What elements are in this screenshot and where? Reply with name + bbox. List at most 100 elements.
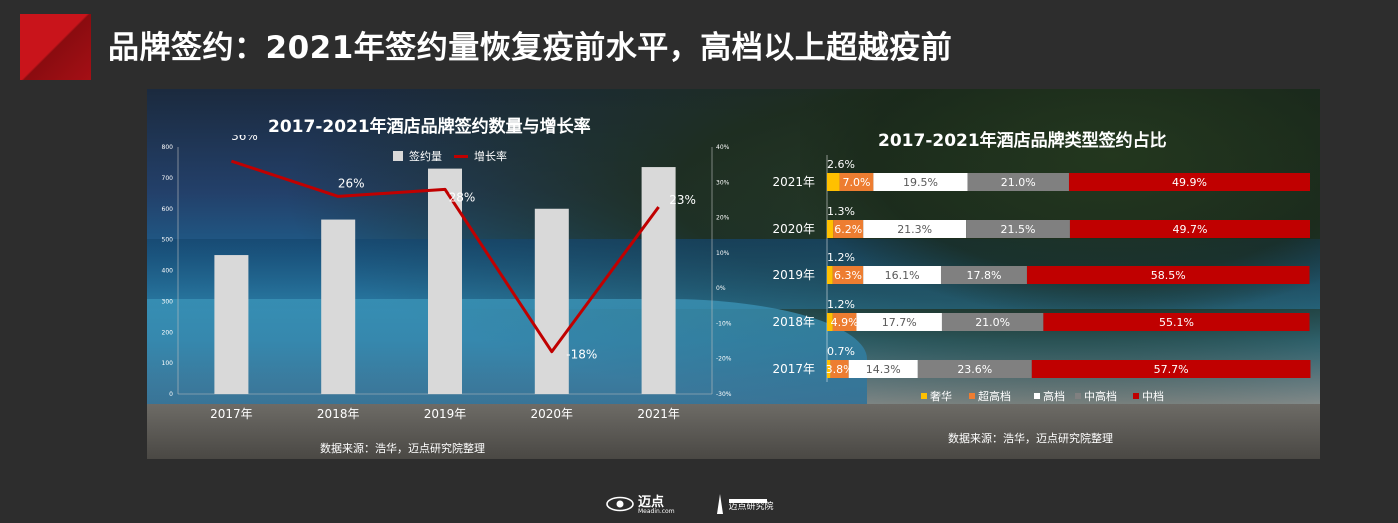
right-axis-tick-label: 30% [716,179,730,186]
chart2-title: 2017-2021年酒店品牌类型签约占比 [878,131,1167,151]
growth-data-label: 28% [449,190,476,204]
segment-data-label: 21.0% [975,316,1010,329]
stacked-segment-4 [966,220,1070,238]
photo-beach [147,404,1320,459]
luxury-data-label: 0.7% [827,345,855,358]
left-axis-tick-label: 0 [169,391,173,398]
legend-label-growth: 增长率 [474,150,507,163]
legend-label: 中高档 [1084,389,1117,403]
brand-name: 迈点 [638,495,665,510]
stacked-segment-1 [827,173,840,191]
segment-data-label: 17.7% [882,316,917,329]
stacked-segment-1 [827,360,831,378]
right-axis-tick-label: 40% [716,144,730,151]
legend-swatch-1 [921,393,927,399]
stacked-segment-5 [1043,313,1310,331]
left-axis-tick-label: 500 [162,237,174,244]
brand-url: Meadin.com [638,508,675,515]
page-title: 品牌签约：2021年签约量恢复疫前水平，高档以上超越疫前 [108,30,953,66]
segment-data-label: 21.3% [897,223,932,236]
category-label: 2019年 [772,268,815,282]
institute-bar-icon [728,498,767,503]
stacked-segment-2 [830,360,849,378]
category-label: 2017年 [772,362,815,376]
segment-data-label: 49.7% [1172,223,1207,236]
stacked-segment-4 [940,266,1027,284]
category-label: 2021年 [772,175,815,189]
chart1-legend: 签约量 增长率 [393,148,507,164]
x-axis-tick-label: 2020年 [531,407,574,421]
segment-data-label: 19.5% [903,176,938,189]
left-axis-tick-label: 400 [162,268,174,275]
segment-data-label: 49.9% [1172,176,1207,189]
stacked-segment-3 [863,220,967,238]
legend-bar-swatch [393,151,403,161]
x-axis-tick-label: 2021年 [637,407,680,421]
segment-data-label: 6.2% [834,223,862,236]
legend-swatch-2 [969,393,975,399]
right-axis-tick-label: 0% [716,285,726,292]
stacked-segment-3 [873,173,968,191]
legend-swatch-3 [1034,393,1040,399]
stacked-segment-5 [1069,220,1310,238]
left-axis-tick-label: 200 [162,329,174,336]
photo-pool [147,299,867,419]
stacked-segment-5 [1068,173,1310,191]
left-axis-tick-label: 300 [162,298,174,305]
legend-line-swatch [454,154,468,158]
luxury-data-label: 1.3% [827,205,855,218]
segment-data-label: 6.3% [834,269,862,282]
institute-logo: 迈点研究院 [715,494,774,517]
segment-data-label: 57.7% [1154,363,1189,376]
chart1-title: 2017-2021年酒店品牌签约数量与增长率 [268,117,591,137]
stacked-segment-3 [863,266,941,284]
header-accent-block [20,14,91,80]
category-label: 2018年 [772,315,815,329]
legend-label: 中档 [1142,389,1164,403]
stacked-segment-5 [1026,266,1310,284]
segment-data-label: 17.8% [966,269,1001,282]
growth-data-label: 23% [669,193,696,207]
chart1-svg: 0 100 200 300 400 500 600 700 800 -30% -20% -10% 0% 1… [162,135,732,421]
footer-logos: 迈点 Meadin.com 迈点研究院 [606,494,774,517]
left-axis-tick-label: 700 [162,175,174,182]
luxury-data-label: 1.2% [827,298,855,311]
volume-bar [214,255,249,394]
x-axis-tick-label: 2017年 [210,407,253,421]
luxury-data-label: 2.6% [827,158,855,171]
segment-data-label: 3.8% [826,363,854,376]
segment-data-label: 55.1% [1159,316,1194,329]
volume-bar [321,219,356,394]
right-axis-tick-label: -10% [716,320,732,327]
meadin-logo: 迈点 Meadin.com [606,496,675,516]
growth-data-label: -18% [566,348,597,362]
stacked-segment-4 [967,173,1069,191]
x-axis-tick-label: 2019年 [424,407,467,421]
category-label: 2020年 [772,222,815,236]
stacked-segment-2 [833,220,864,238]
right-axis-tick-label: -30% [716,391,732,398]
legend-label: 超高档 [978,389,1011,403]
left-axis-tick-label: 100 [162,360,174,367]
stacked-segment-2 [832,266,864,284]
legend-swatch-4 [1075,393,1081,399]
volume-bar [534,208,569,394]
x-axis-tick-label: 2018年 [317,407,360,421]
stacked-segment-2 [832,313,857,331]
legend-label-volume: 签约量 [409,150,442,163]
growth-rate-line [230,159,660,354]
chart2-svg: 2021年 2.6% 7.0% 19.5% 21.0% 49.9% 2020年 1.3% 6.2… [772,155,1311,403]
segment-data-label: 16.1% [885,269,920,282]
segment-data-label: 21.5% [1001,223,1036,236]
stacked-segment-5 [1031,360,1311,378]
chart1-source: 数据来源：浩华，迈点研究院整理 [320,442,485,455]
stacked-segment-1 [827,266,833,284]
segment-data-label: 7.0% [842,176,870,189]
left-axis-tick-label: 800 [162,144,174,151]
chart2-source: 数据来源：浩华，迈点研究院整理 [948,432,1113,445]
right-axis-tick-label: 20% [716,215,730,222]
stacked-segment-3 [856,313,942,331]
stacked-segment-4 [917,360,1032,378]
right-axis-tick-label: 10% [716,250,730,257]
legend-swatch-5 [1133,393,1139,399]
